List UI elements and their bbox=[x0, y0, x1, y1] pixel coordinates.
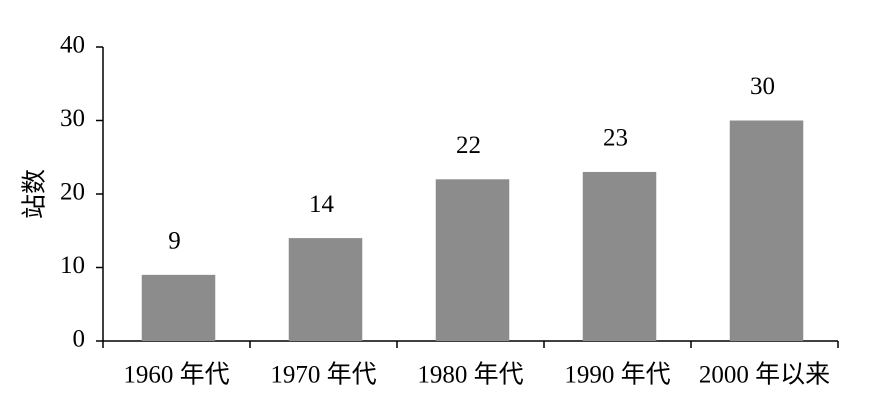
x-tick-label: 2000 年以来 bbox=[699, 361, 830, 389]
value-label: 9 bbox=[168, 228, 181, 255]
bar bbox=[141, 274, 216, 341]
x-tick-label: 1980 年代 bbox=[417, 361, 523, 389]
y-tick-label: 0 bbox=[73, 326, 86, 353]
value-label: 14 bbox=[309, 191, 335, 218]
y-axis-label: 站数 bbox=[21, 169, 49, 219]
value-label: 30 bbox=[750, 73, 775, 100]
value-label: 23 bbox=[603, 125, 628, 152]
x-tick-label: 1960 年代 bbox=[123, 361, 229, 389]
y-tick-label: 30 bbox=[60, 105, 85, 132]
bar bbox=[729, 120, 804, 341]
bar bbox=[582, 171, 657, 341]
bar bbox=[288, 238, 363, 341]
value-label: 22 bbox=[456, 132, 481, 159]
y-tick-label: 20 bbox=[60, 179, 85, 206]
x-tick-label: 1990 年代 bbox=[564, 361, 670, 389]
x-tick-label: 1970 年代 bbox=[270, 361, 376, 389]
y-tick-label: 40 bbox=[60, 32, 85, 59]
bar bbox=[435, 179, 510, 341]
y-tick-label: 10 bbox=[60, 252, 85, 279]
